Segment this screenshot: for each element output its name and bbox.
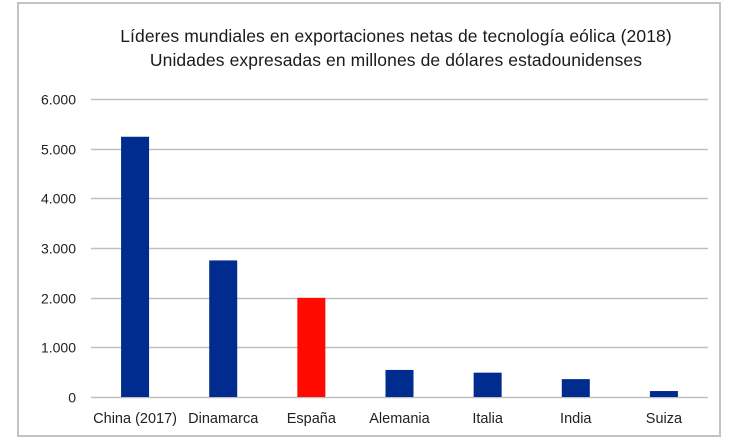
gridlines <box>91 98 708 399</box>
bar-italia <box>473 372 502 397</box>
y-tick-label: 0 <box>68 390 76 406</box>
bar-china-2017 <box>121 136 150 397</box>
y-tick-label: 2.000 <box>41 291 76 307</box>
y-axis-ticks: 0 1.000 2.000 3.000 4.000 5.000 6.000 <box>41 92 76 406</box>
bar-dinamarca <box>209 260 238 397</box>
x-tick-label: China (2017) <box>93 411 177 427</box>
x-tick-label: India <box>560 411 592 427</box>
bars <box>121 136 678 397</box>
y-tick-label: 3.000 <box>41 241 76 257</box>
y-tick-label: 4.000 <box>41 191 76 207</box>
x-tick-label: Suiza <box>646 411 683 427</box>
y-tick-label: 1.000 <box>41 340 76 356</box>
x-tick-label: Dinamarca <box>188 411 259 427</box>
chart-subtitle: Unidades expresadas en millones de dólar… <box>149 50 643 70</box>
bar-suiza <box>649 391 678 397</box>
x-tick-label: España <box>287 411 337 427</box>
x-tick-label: Italia <box>472 411 504 427</box>
x-axis-labels: China (2017) Dinamarca España Alemania Itali… <box>93 411 683 427</box>
bar-alemania <box>385 369 414 397</box>
y-tick-label: 6.000 <box>41 92 76 108</box>
y-tick-label: 5.000 <box>41 142 76 158</box>
x-tick-label: Alemania <box>369 411 430 427</box>
bar-españa <box>297 297 326 397</box>
chart-title: Líderes mundiales en exportaciones netas… <box>120 26 672 46</box>
bar-india <box>561 379 590 397</box>
